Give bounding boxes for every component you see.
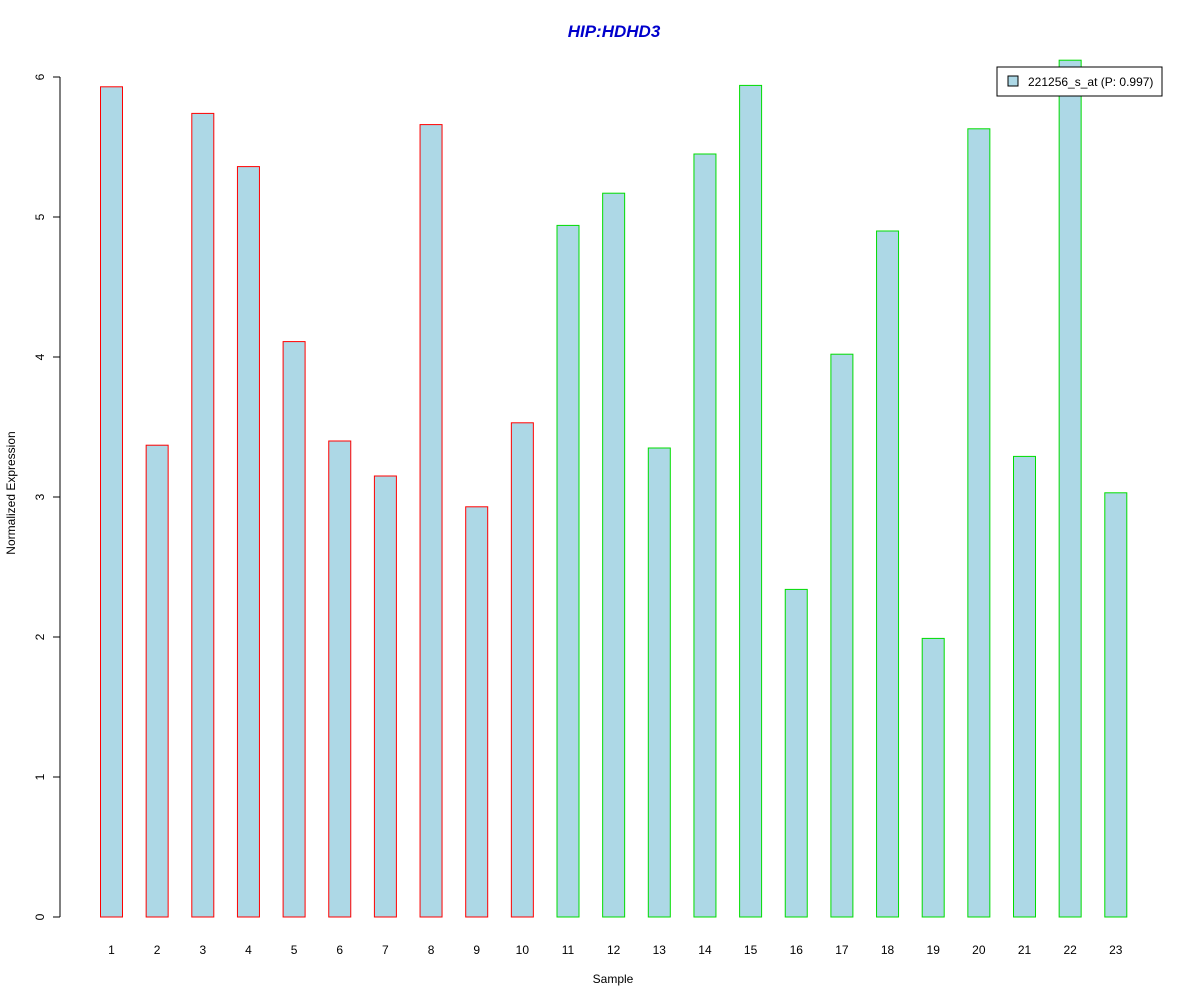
x-axis-tick-labels: 1 2 3 4 5 6 7 8 9 10 11 12 13 14 15 16 17 18 19 20 21 22 23 xyxy=(108,943,1123,957)
legend-swatch xyxy=(1007,75,1019,87)
legend: 221256_s_at (P: 0.997) xyxy=(996,66,1163,97)
bar-sample-5 xyxy=(282,341,306,918)
bar-sample-12 xyxy=(602,192,626,918)
chart-title: HIP:HDHD3 xyxy=(568,22,661,41)
x-tick-label: 10 xyxy=(516,943,530,957)
y-axis: 0 1 2 3 4 5 6 xyxy=(33,73,61,920)
x-tick-label: 4 xyxy=(245,943,252,957)
bar-sample-21 xyxy=(1013,455,1036,918)
x-tick-label: 8 xyxy=(428,943,435,957)
legend-label: 221256_s_at (P: 0.997) xyxy=(1028,75,1153,89)
x-tick-label: 16 xyxy=(790,943,804,957)
x-tick-label: 3 xyxy=(199,943,206,957)
bar-sample-4 xyxy=(236,166,260,918)
bar-sample-23 xyxy=(1104,492,1128,918)
legend-box xyxy=(996,66,1163,97)
x-tick-label: 6 xyxy=(336,943,343,957)
x-tick-label: 7 xyxy=(382,943,389,957)
x-tick-label: 1 xyxy=(108,943,115,957)
bar-sample-22 xyxy=(1058,59,1082,918)
y-tick-label: 3 xyxy=(33,493,47,500)
bar-sample-10 xyxy=(510,422,534,918)
x-tick-label: 14 xyxy=(698,943,712,957)
x-tick-label: 15 xyxy=(744,943,758,957)
x-tick-label: 2 xyxy=(154,943,161,957)
bars xyxy=(100,59,1128,918)
x-tick-label: 20 xyxy=(972,943,986,957)
y-tick-label: 4 xyxy=(33,353,47,360)
bar-sample-16 xyxy=(784,588,808,918)
x-tick-label: 5 xyxy=(291,943,298,957)
bar-sample-15 xyxy=(739,84,763,918)
bar-sample-14 xyxy=(693,153,717,918)
bar-sample-7 xyxy=(373,475,397,918)
x-tick-label: 9 xyxy=(473,943,480,957)
bar-sample-9 xyxy=(465,506,489,918)
y-tick-label: 2 xyxy=(33,633,47,640)
bar-sample-11 xyxy=(556,224,580,918)
x-tick-label: 17 xyxy=(835,943,849,957)
x-tick-label: 18 xyxy=(881,943,895,957)
bar-sample-19 xyxy=(921,637,945,918)
bar-sample-1 xyxy=(100,86,123,918)
bar-sample-13 xyxy=(647,447,671,918)
x-tick-label: 23 xyxy=(1109,943,1123,957)
bar-sample-20 xyxy=(967,128,991,918)
x-tick-label: 11 xyxy=(562,943,575,957)
y-tick-label: 0 xyxy=(33,913,47,920)
y-axis-title: Normalized Expression xyxy=(4,431,18,554)
bar-sample-2 xyxy=(145,444,169,918)
x-axis-title: Sample xyxy=(593,972,634,986)
bar-sample-6 xyxy=(328,440,352,918)
x-tick-label: 19 xyxy=(927,943,941,957)
x-tick-label: 21 xyxy=(1018,943,1032,957)
x-tick-label: 13 xyxy=(653,943,667,957)
bar-sample-3 xyxy=(191,112,215,918)
bar-sample-8 xyxy=(419,124,443,918)
x-tick-label: 12 xyxy=(607,943,621,957)
x-tick-label: 22 xyxy=(1063,943,1077,957)
bar-sample-17 xyxy=(830,353,854,918)
y-tick-label: 1 xyxy=(33,773,47,780)
y-tick-label: 6 xyxy=(33,73,47,80)
y-tick-label: 5 xyxy=(33,213,47,220)
bar-sample-18 xyxy=(876,230,900,918)
